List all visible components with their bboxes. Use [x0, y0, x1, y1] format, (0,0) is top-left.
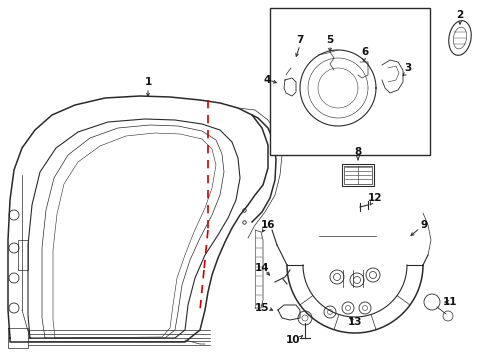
Text: 5: 5 — [325, 35, 333, 45]
Bar — [341, 164, 373, 186]
Text: 15: 15 — [254, 303, 269, 313]
Text: 11: 11 — [442, 297, 456, 307]
Text: 4: 4 — [263, 75, 270, 85]
Text: 8: 8 — [354, 147, 361, 157]
Text: 10: 10 — [285, 335, 300, 345]
Text: 7: 7 — [296, 35, 303, 45]
Text: 2: 2 — [455, 10, 463, 20]
Bar — [269, 8, 429, 155]
Text: 12: 12 — [367, 193, 382, 203]
Text: 9: 9 — [420, 220, 427, 230]
Bar — [343, 166, 371, 184]
Bar — [18, 240, 28, 270]
Text: 14: 14 — [254, 263, 269, 273]
Text: 3: 3 — [404, 63, 411, 73]
Text: 16: 16 — [260, 220, 275, 230]
Text: 13: 13 — [347, 317, 362, 327]
Text: 6: 6 — [361, 47, 368, 57]
Text: 1: 1 — [144, 77, 151, 87]
